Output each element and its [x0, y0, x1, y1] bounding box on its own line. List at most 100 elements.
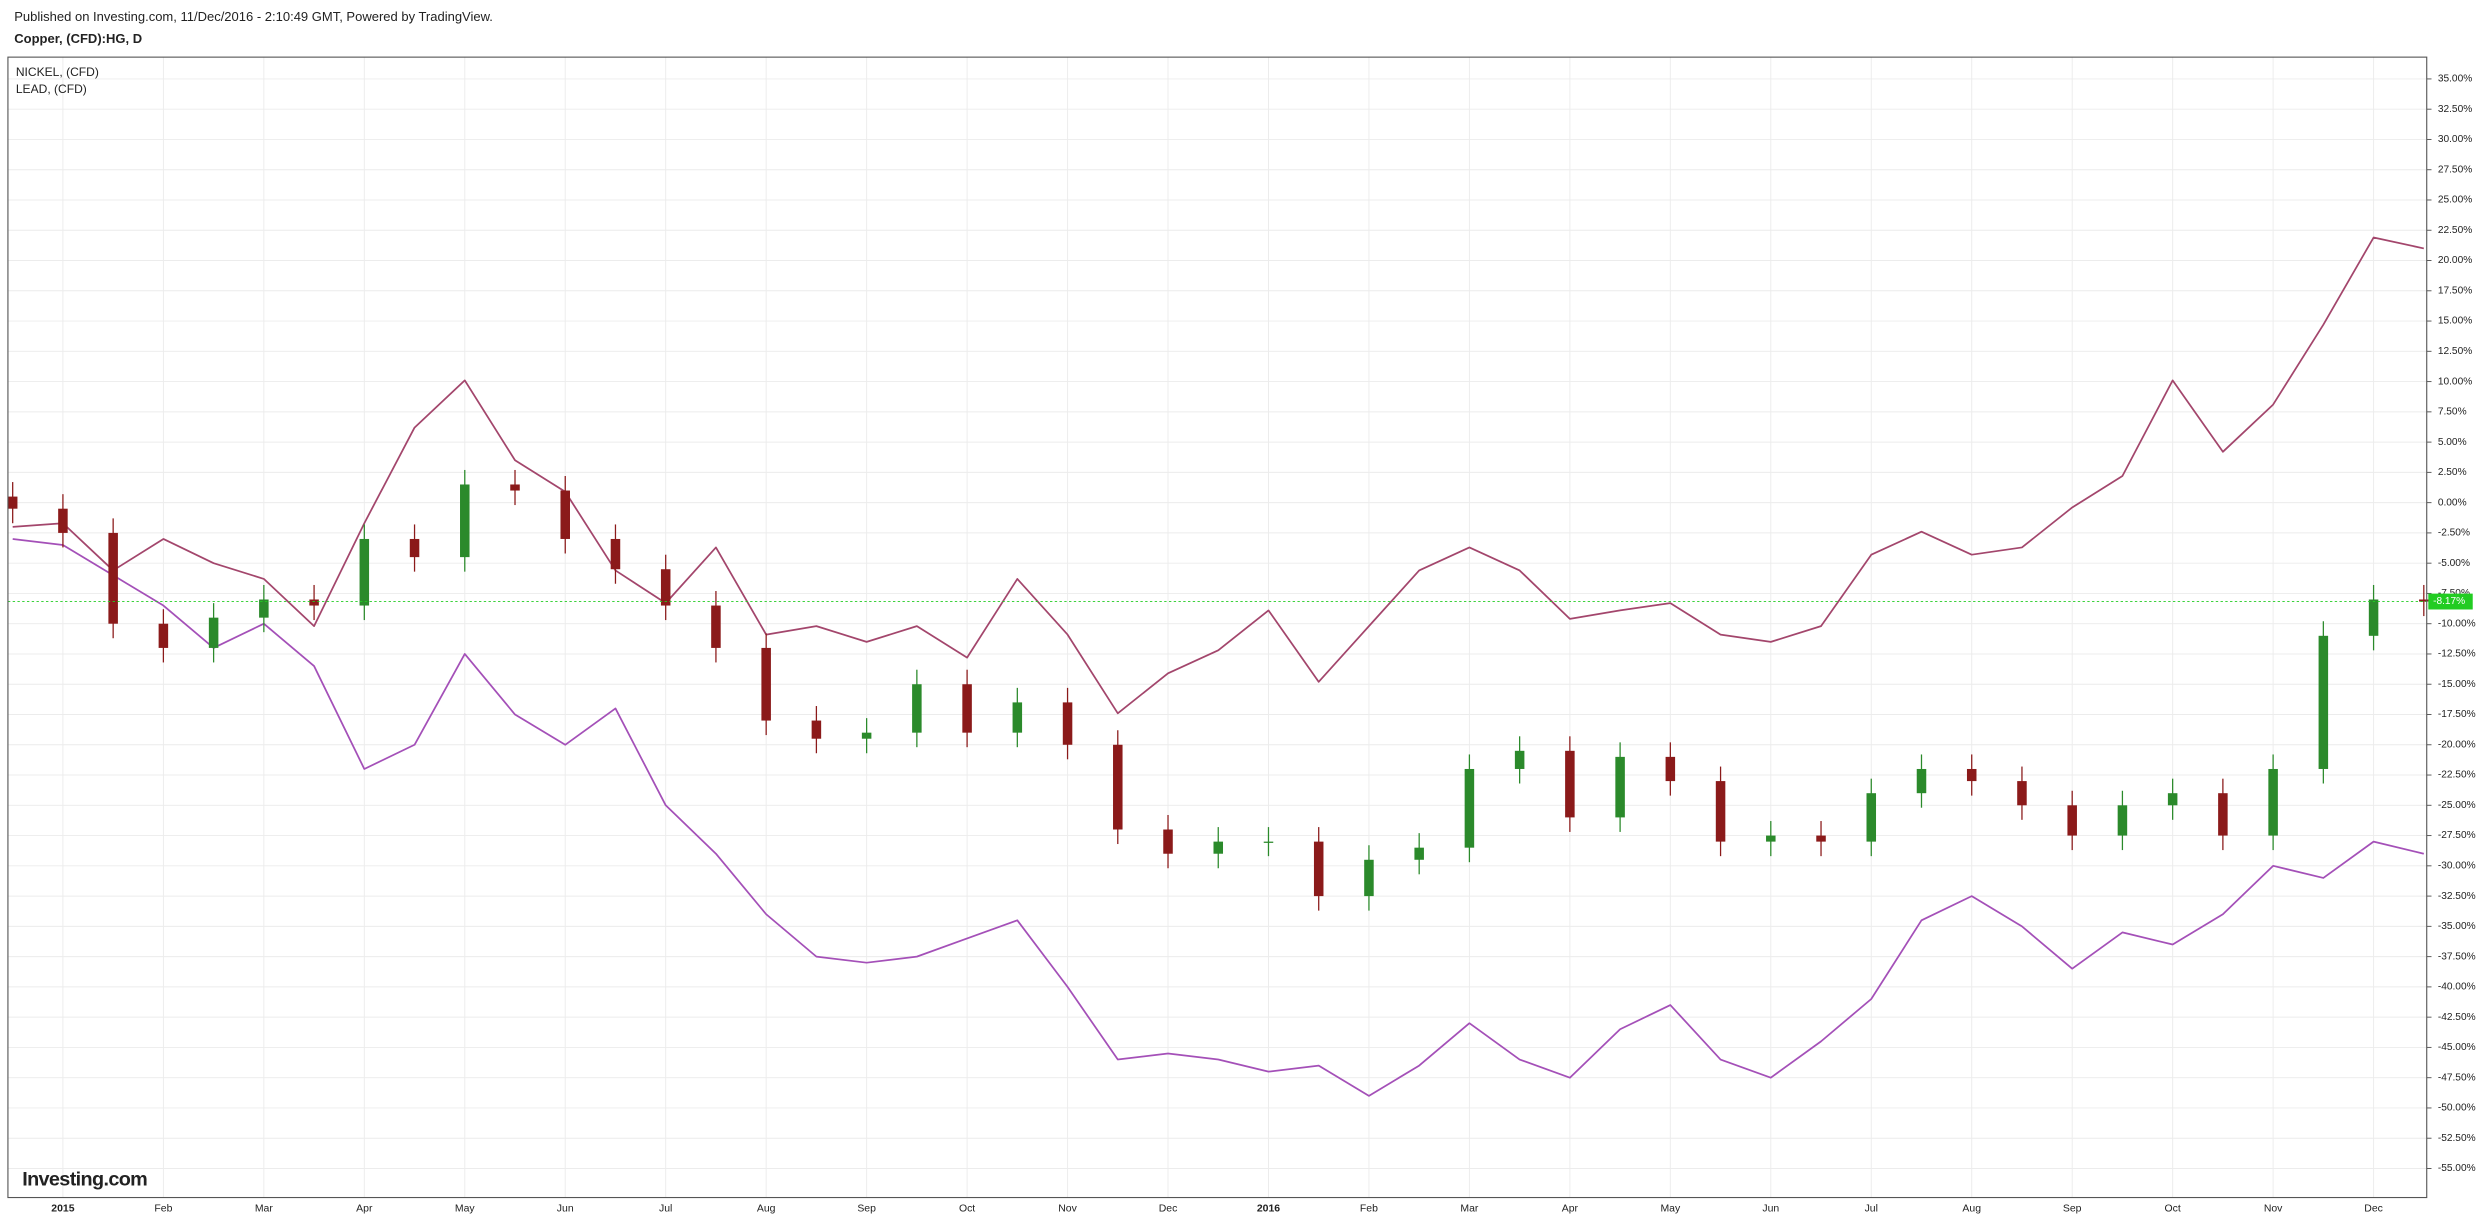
- candle-body: [2368, 599, 2379, 636]
- y-tick-label: -55.00%: [2438, 1163, 2476, 1174]
- y-tick-label: 22.50%: [2438, 225, 2472, 236]
- candle-body: [2419, 599, 2429, 602]
- candle-body: [660, 569, 671, 606]
- candle-body: [811, 720, 822, 739]
- y-tick-label: 27.50%: [2438, 164, 2472, 175]
- x-tick-label: Oct: [2165, 1203, 2181, 1214]
- chart-header: Published on Investing.com, 11/Dec/2016 …: [14, 9, 493, 24]
- candle-body: [560, 490, 570, 539]
- x-tick-label: Oct: [959, 1203, 975, 1214]
- x-tick-label: Nov: [1058, 1203, 1077, 1214]
- x-tick-label: Nov: [2264, 1203, 2283, 1214]
- y-tick-label: -37.50%: [2438, 951, 2476, 962]
- y-tick-label: -10.00%: [2438, 618, 2476, 629]
- y-tick-label: -35.00%: [2438, 921, 2476, 932]
- y-tick-label: 7.50%: [2438, 407, 2467, 418]
- y-tick-label: -32.50%: [2438, 891, 2476, 902]
- y-tick-label: 32.50%: [2438, 104, 2472, 115]
- y-tick-label: 20.00%: [2438, 255, 2472, 266]
- candle-body: [2117, 805, 2128, 836]
- candle-body: [1364, 859, 1374, 897]
- y-tick-label: 10.00%: [2438, 376, 2472, 387]
- y-tick-label: 15.00%: [2438, 316, 2472, 327]
- x-tick-label: 2015: [51, 1203, 74, 1214]
- candle-body: [409, 538, 420, 558]
- y-tick-label: -42.50%: [2438, 1012, 2476, 1023]
- x-tick-label: Dec: [2364, 1203, 2383, 1214]
- x-tick-label: Apr: [1562, 1203, 1579, 1214]
- x-tick-label: Aug: [1962, 1203, 1981, 1214]
- x-tick-label: Aug: [757, 1203, 776, 1214]
- candle-body: [1313, 841, 1324, 897]
- candle-body: [309, 599, 319, 606]
- x-tick-label: Apr: [356, 1203, 373, 1214]
- x-tick-label: Sep: [2063, 1203, 2082, 1214]
- chart-title: Copper, (CFD):HG, D: [14, 31, 142, 46]
- x-tick-label: Dec: [1159, 1203, 1178, 1214]
- candle-body: [1615, 756, 1625, 818]
- candle-body: [761, 647, 771, 721]
- candle-body: [510, 484, 520, 491]
- overlay-line: [12, 236, 2424, 715]
- candle-body: [1414, 847, 1424, 860]
- y-tick-label: 0.00%: [2438, 497, 2467, 508]
- candle-body: [711, 605, 721, 648]
- y-tick-label: -27.50%: [2438, 830, 2476, 841]
- y-tick-label: -20.00%: [2438, 739, 2476, 750]
- candle-body: [108, 532, 118, 624]
- y-tick-label: -50.00%: [2438, 1103, 2476, 1114]
- candle-body: [359, 538, 370, 606]
- candle-body: [1213, 841, 1224, 854]
- x-tick-label: Jun: [1762, 1203, 1779, 1214]
- y-tick-label: 12.50%: [2438, 346, 2472, 357]
- x-tick-label: 2016: [1257, 1203, 1280, 1214]
- candle-body: [208, 617, 219, 648]
- y-tick-label: -2.50%: [2438, 528, 2470, 539]
- y-tick-label: -40.00%: [2438, 982, 2476, 993]
- candle-body: [962, 684, 972, 733]
- legend-entry: LEAD, (CFD): [16, 82, 87, 96]
- candle-body: [2167, 793, 2178, 806]
- y-tick-label: -45.00%: [2438, 1042, 2476, 1053]
- candle-body: [259, 599, 269, 618]
- y-tick-label: -15.00%: [2438, 679, 2476, 690]
- candle-body: [1816, 835, 1826, 842]
- grid: [7, 57, 2427, 1198]
- candle-body: [1514, 750, 1525, 769]
- y-tick-label: 2.50%: [2438, 467, 2467, 478]
- x-tick-label: May: [455, 1203, 476, 1214]
- x-tick-label: Feb: [154, 1203, 172, 1214]
- candle-body: [2318, 635, 2329, 769]
- x-tick-label: Mar: [255, 1203, 274, 1214]
- candle-body: [1163, 829, 1173, 854]
- candle-body: [1866, 793, 1877, 842]
- y-tick-label: -30.00%: [2438, 861, 2476, 872]
- plot: [7, 236, 2429, 1097]
- x-tick-label: Jun: [557, 1203, 574, 1214]
- y-tick-label: -47.50%: [2438, 1072, 2476, 1083]
- candle-body: [861, 732, 872, 739]
- y-tick-label: 30.00%: [2438, 134, 2472, 145]
- candle-body: [1263, 841, 1274, 843]
- overlay-line: [12, 538, 2425, 1097]
- candle-body: [1012, 702, 1023, 733]
- y-tick-label: 35.00%: [2438, 74, 2472, 85]
- candle-body: [158, 623, 169, 648]
- candle-body: [2268, 768, 2278, 836]
- last-value-label: -8.17%: [2433, 596, 2465, 607]
- candle-body: [1766, 835, 1776, 842]
- last-value-tag: [2428, 593, 2473, 610]
- x-tick-label: Jul: [1865, 1203, 1878, 1214]
- candle-body: [2218, 793, 2228, 836]
- y-tick-label: 17.50%: [2438, 285, 2472, 296]
- candle-body: [912, 684, 922, 733]
- candle-body: [2017, 781, 2027, 806]
- candle-body: [610, 538, 621, 570]
- candle-body: [460, 484, 470, 558]
- candle-body: [1665, 756, 1676, 782]
- y-tick-label: 5.00%: [2438, 437, 2467, 448]
- candle-body: [1715, 781, 1726, 842]
